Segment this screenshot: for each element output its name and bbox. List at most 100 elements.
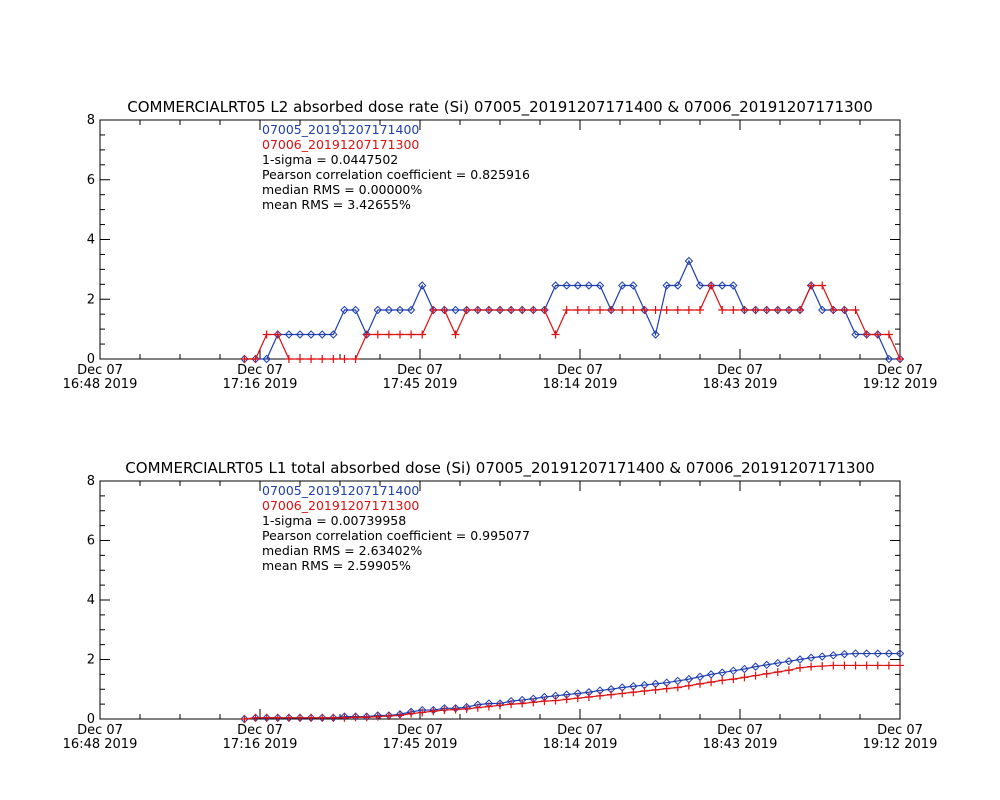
- data-point-plus: [873, 661, 882, 670]
- data-point-plus: [629, 688, 638, 697]
- data-point-diamond: [451, 305, 460, 315]
- data-point-plus: [307, 355, 316, 363]
- y-tick-label: 8: [87, 113, 95, 128]
- data-point-plus: [796, 663, 804, 672]
- data-point-plus: [284, 355, 293, 363]
- data-point-plus: [396, 330, 404, 339]
- data-point-plus: [540, 306, 549, 315]
- y-tick-label: 4: [87, 593, 95, 608]
- data-point-diamond: [329, 330, 338, 339]
- y-tick-label: 2: [87, 653, 95, 668]
- series-line-1: [244, 652, 900, 720]
- data-point-plus: [596, 306, 604, 315]
- x-tick-label-time: 17:16 2019: [223, 377, 298, 392]
- y-tick-label: 0: [87, 352, 95, 367]
- stat-annotation: Pearson correlation coefficient = 0.9950…: [262, 528, 530, 543]
- data-point-diamond: [695, 281, 705, 290]
- data-point-plus: [373, 712, 382, 721]
- data-point-plus: [662, 684, 671, 693]
- data-point-plus: [362, 330, 371, 339]
- data-point-plus: [673, 683, 682, 692]
- data-point-plus: [384, 712, 393, 721]
- data-point-diamond: [306, 330, 316, 339]
- y-tick-label: 8: [87, 474, 95, 489]
- data-point-plus: [329, 355, 338, 363]
- chart-title: COMMERCIALRT05 L1 total absorbed dose (S…: [125, 459, 874, 478]
- data-point-plus: [873, 330, 882, 339]
- data-point-plus: [818, 662, 827, 671]
- x-tick-label-time: 17:45 2019: [383, 377, 458, 392]
- data-point-diamond: [295, 330, 305, 339]
- data-point-plus: [818, 281, 827, 290]
- data-point-plus: [784, 306, 793, 315]
- data-point-plus: [696, 306, 704, 315]
- data-point-diamond: [351, 305, 360, 315]
- data-point-diamond: [718, 281, 727, 290]
- data-point-plus: [296, 355, 304, 363]
- data-point-plus: [540, 697, 549, 706]
- data-point-plus: [351, 355, 360, 363]
- data-point-plus: [373, 330, 382, 339]
- plot-frame: [99, 480, 901, 720]
- data-point-plus: [773, 667, 782, 676]
- data-point-diamond: [373, 305, 382, 315]
- data-point-plus: [640, 306, 649, 315]
- data-point-plus: [829, 661, 838, 670]
- data-point-plus: [284, 713, 293, 722]
- data-point-plus: [796, 306, 804, 315]
- data-point-plus: [784, 666, 793, 675]
- data-point-plus: [529, 698, 538, 707]
- data-point-plus: [451, 705, 460, 714]
- x-tick-label-date: Dec 07: [557, 363, 603, 378]
- data-point-diamond: [284, 330, 294, 339]
- data-point-plus: [407, 330, 416, 339]
- data-point-plus: [573, 306, 582, 315]
- data-point-diamond: [818, 652, 827, 661]
- stat-annotation: mean RMS = 3.42655%: [262, 197, 411, 212]
- data-point-plus: [607, 690, 616, 699]
- data-point-plus: [773, 306, 782, 315]
- data-point-plus: [807, 662, 816, 671]
- data-point-plus: [507, 306, 516, 315]
- y-tick-label: 6: [87, 173, 95, 188]
- data-point-plus: [618, 689, 627, 698]
- x-tick-label-date: Dec 07: [877, 363, 923, 378]
- data-point-plus: [884, 661, 893, 670]
- data-point-plus: [318, 355, 327, 363]
- data-point-plus: [884, 330, 893, 339]
- data-point-diamond: [618, 281, 627, 290]
- data-point-diamond: [384, 305, 394, 315]
- data-point-plus: [418, 330, 427, 339]
- data-point-diamond: [740, 664, 749, 674]
- data-point-diamond: [729, 666, 738, 676]
- data-point-diamond: [418, 281, 427, 290]
- stat-annotation: Pearson correlation coefficient = 0.8259…: [262, 167, 530, 182]
- x-tick-label-time: 16:48 2019: [63, 737, 138, 752]
- data-point-diamond: [562, 281, 571, 290]
- data-point-plus: [484, 306, 493, 315]
- x-tick-label-time: 17:16 2019: [223, 737, 298, 752]
- data-point-plus: [640, 687, 649, 696]
- data-point-plus: [340, 713, 349, 722]
- x-tick-label-time: 19:12 2019: [863, 377, 938, 392]
- data-point-plus: [462, 306, 471, 315]
- data-point-plus: [384, 330, 393, 339]
- data-point-plus: [518, 699, 527, 708]
- data-point-plus: [240, 715, 249, 723]
- y-tick-label: 4: [87, 233, 95, 248]
- data-point-diamond: [840, 649, 849, 659]
- data-point-plus: [762, 669, 771, 678]
- data-point-plus: [707, 678, 716, 687]
- data-point-diamond: [784, 657, 794, 666]
- x-tick-label-time: 16:48 2019: [63, 377, 138, 392]
- x-tick-label-date: Dec 07: [397, 723, 443, 738]
- data-point-plus: [751, 306, 760, 315]
- y-tick-label: 6: [87, 534, 95, 549]
- data-point-plus: [251, 355, 260, 363]
- data-point-plus: [529, 306, 538, 315]
- legend-entry: 07005_20191207171400: [262, 122, 419, 137]
- data-point-plus: [440, 306, 449, 315]
- series-line-2: [244, 284, 901, 360]
- data-point-plus: [829, 306, 838, 315]
- x-tick-label-date: Dec 07: [77, 723, 123, 738]
